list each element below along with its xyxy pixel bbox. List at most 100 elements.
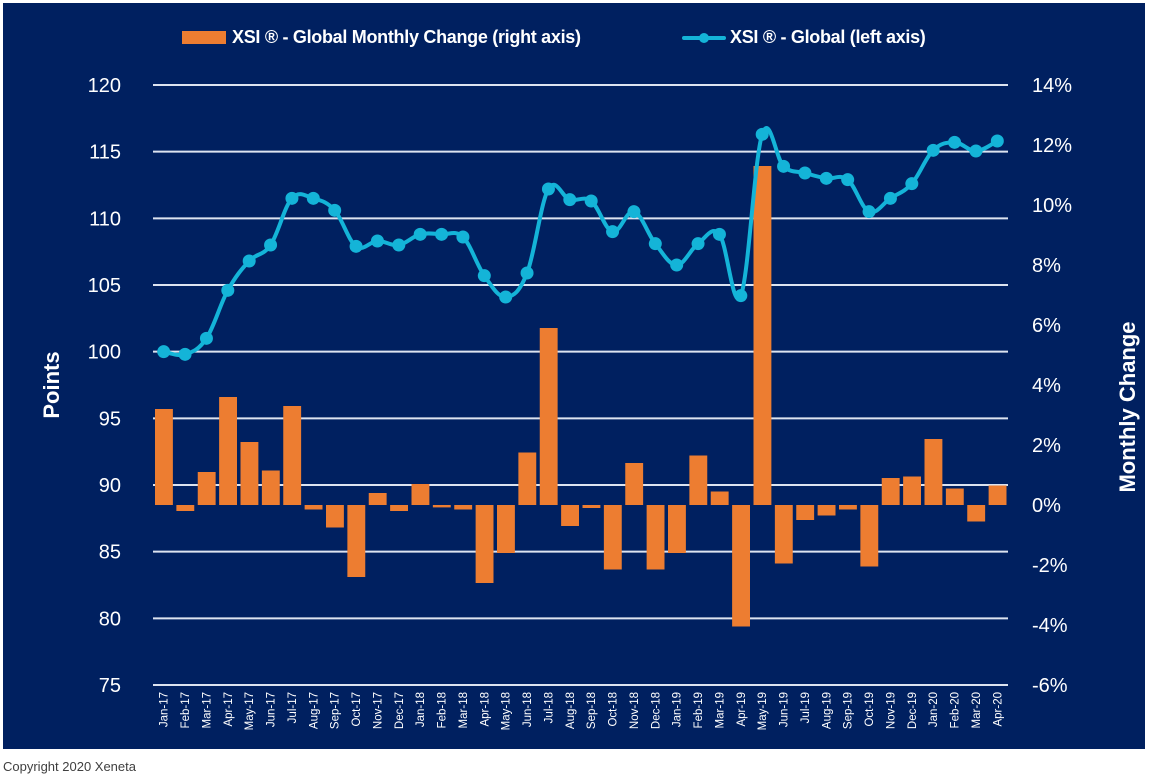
bar-mar-18 [454, 505, 473, 510]
point-aug-18 [563, 193, 577, 207]
x-tick-label: Oct-17 [351, 692, 363, 727]
bar-dec-19 [903, 476, 921, 505]
x-tick-label: Jun-19 [779, 692, 791, 727]
x-tick-label: Nov-19 [885, 692, 897, 729]
point-jul-18 [541, 182, 555, 196]
x-tick-label: Dec-18 [650, 692, 662, 729]
bar-feb-18 [432, 505, 451, 508]
point-mar-17 [199, 331, 213, 345]
point-feb-20 [948, 135, 962, 149]
bar-jun-18 [518, 452, 537, 505]
right-tick-label: 14% [1032, 75, 1072, 97]
point-jul-17 [285, 191, 299, 205]
point-apr-18 [477, 269, 491, 283]
right-tick-label: 8% [1032, 255, 1061, 277]
right-tick-label: -2% [1032, 555, 1068, 577]
x-tick-label: Jul-18 [543, 692, 555, 723]
point-jan-17 [157, 345, 171, 359]
point-mar-20 [969, 144, 983, 158]
point-oct-19 [862, 205, 876, 219]
line-series-xsi-global [157, 126, 1004, 361]
bar-mar-19 [710, 491, 729, 505]
point-jun-17 [264, 238, 278, 252]
left-tick-label: 105 [88, 275, 121, 297]
left-tick-label: 90 [99, 475, 121, 497]
x-tick-label: Jan-18 [415, 692, 427, 727]
x-tick-label: Feb-20 [950, 692, 962, 728]
x-tick-label: May-18 [501, 692, 513, 730]
x-tick-label: Aug-19 [821, 692, 833, 729]
point-may-17 [242, 254, 256, 268]
bar-apr-19 [732, 505, 750, 627]
right-tick-label: -6% [1032, 675, 1068, 697]
bar-jan-20 [924, 439, 943, 505]
legend-bar-swatch-icon [182, 30, 226, 44]
x-tick-label: Oct-19 [864, 692, 876, 727]
point-nov-19 [883, 191, 897, 205]
x-tick-label: May-19 [757, 692, 769, 730]
point-nov-18 [627, 205, 641, 219]
point-dec-18 [648, 237, 662, 251]
chart-panel [3, 3, 1145, 749]
legend-item-monthly-change: XSI ® - Global Monthly Change (right axi… [182, 25, 581, 49]
point-may-18 [499, 290, 513, 304]
bar-jul-18 [539, 328, 558, 505]
bar-jan-18 [411, 484, 430, 505]
left-tick-label: 80 [99, 608, 121, 630]
right-tick-label: 4% [1032, 375, 1061, 397]
point-oct-17 [349, 239, 363, 253]
right-tick-label: 6% [1032, 315, 1061, 337]
right-tick-label: 0% [1032, 495, 1061, 517]
point-dec-19 [905, 177, 919, 191]
left-tick-label: 115 [89, 142, 121, 164]
bar-apr-18 [475, 505, 494, 583]
point-jan-19 [670, 258, 684, 272]
point-jan-20 [926, 143, 940, 157]
point-aug-19 [819, 171, 833, 185]
point-apr-17 [221, 283, 235, 297]
bar-sep-19 [839, 505, 857, 510]
right-tick-label: 2% [1032, 435, 1061, 457]
legend-label-xsi-global: XSI ® - Global (left axis) [730, 26, 926, 47]
x-tick-label: Apr-17 [223, 692, 235, 727]
bar-nov-19 [881, 478, 900, 505]
x-tick-label: Jan-17 [159, 692, 171, 727]
point-aug-17 [306, 191, 320, 205]
bar-series-monthly-change [155, 166, 1007, 627]
x-tick-label: Jan-20 [928, 692, 940, 727]
bar-aug-18 [561, 505, 579, 526]
bar-nov-17 [368, 493, 387, 505]
x-tick-label: Feb-19 [693, 692, 705, 728]
bar-apr-20 [988, 485, 1007, 505]
xsi-global-line [163, 126, 999, 357]
x-tick-label: Jul-17 [287, 692, 299, 723]
x-tick-label: Apr-20 [992, 692, 1004, 727]
copyright-text: Copyright 2020 Xeneta [3, 759, 136, 774]
point-oct-18 [606, 225, 620, 239]
x-tick-label: Apr-19 [736, 692, 748, 727]
point-mar-18 [456, 230, 470, 244]
x-tick-label: Nov-18 [629, 692, 641, 729]
x-tick-label: Mar-20 [971, 692, 983, 728]
bar-feb-19 [689, 455, 708, 505]
point-jul-19 [798, 166, 812, 180]
point-mar-19 [712, 227, 726, 241]
bar-oct-18 [603, 505, 622, 570]
right-axis-ticks: 14% 12% 10% 8% 6% 4% 2% 0% -2% -4% -6% [1032, 75, 1072, 697]
gridlines [153, 84, 1008, 686]
bar-jun-19 [774, 505, 793, 564]
left-axis-title: Points [39, 351, 64, 419]
bar-mar-20 [967, 505, 986, 522]
x-tick-label: Sep-18 [586, 692, 598, 729]
bar-apr-17 [219, 397, 237, 505]
point-sep-19 [841, 173, 855, 187]
bar-jul-17 [283, 406, 302, 505]
x-tick-label: Mar-17 [201, 692, 213, 728]
point-feb-17 [178, 347, 192, 361]
bar-jan-19 [668, 505, 686, 553]
bar-jun-17 [261, 470, 280, 505]
x-tick-label: Mar-18 [458, 692, 470, 728]
bar-oct-17 [347, 505, 366, 577]
left-axis-ticks: 120 115 110 105 100 95 90 85 80 75 [88, 75, 121, 697]
x-tick-label: Jun-18 [522, 692, 534, 727]
